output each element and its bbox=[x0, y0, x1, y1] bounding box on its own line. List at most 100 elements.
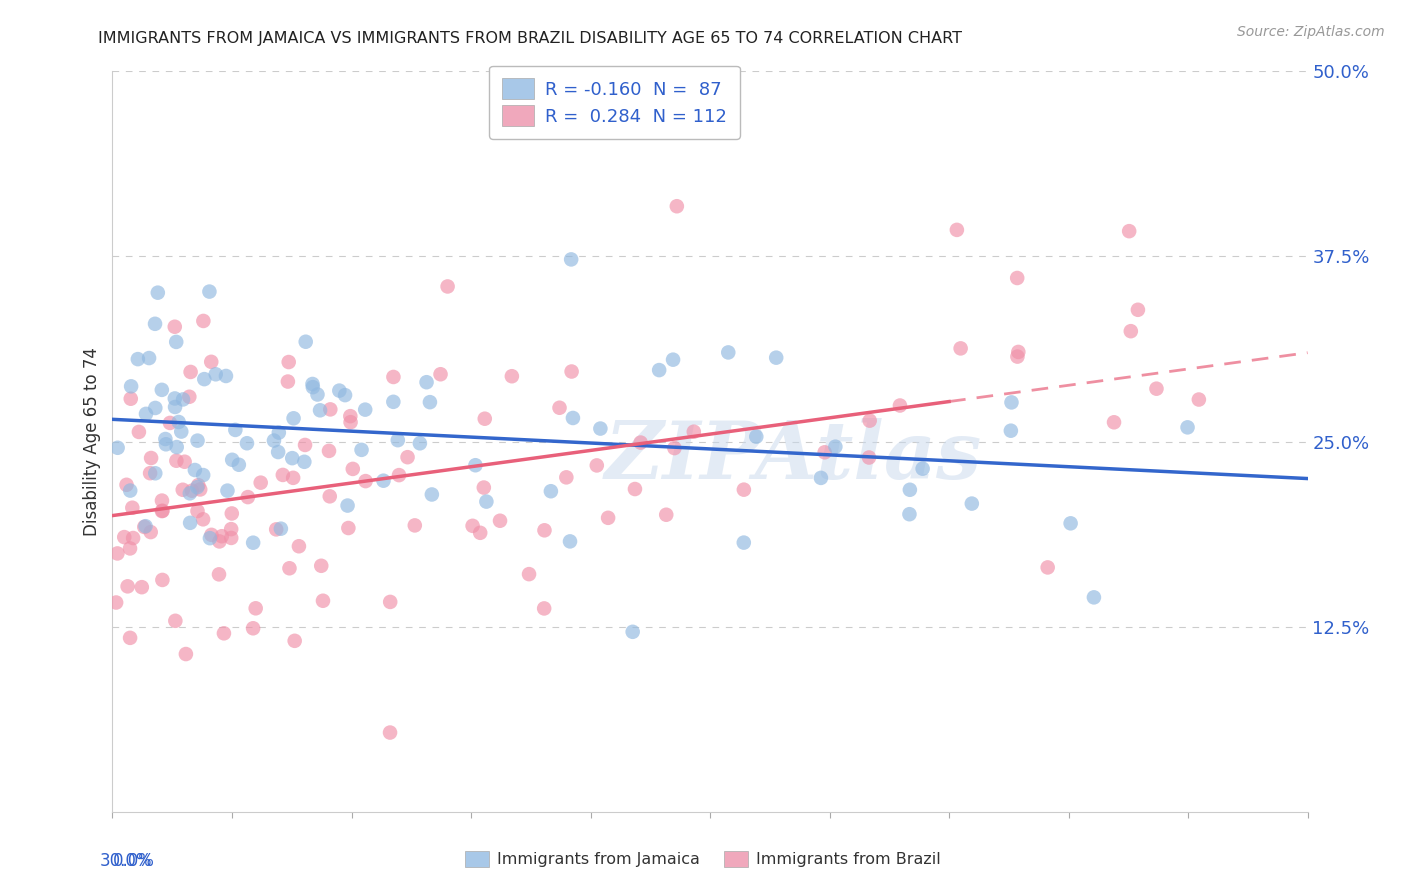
Point bbox=[221, 452, 243, 467]
Point bbox=[242, 535, 264, 549]
Point bbox=[181, 483, 204, 498]
Point bbox=[319, 489, 342, 503]
Point bbox=[318, 443, 340, 458]
Point bbox=[193, 372, 215, 386]
Point bbox=[188, 483, 211, 497]
Point bbox=[662, 352, 685, 367]
Point bbox=[548, 401, 571, 415]
Point bbox=[127, 352, 149, 367]
Point bbox=[859, 414, 882, 428]
Point bbox=[589, 421, 612, 435]
Point bbox=[382, 394, 405, 409]
Point bbox=[533, 601, 555, 615]
Point bbox=[278, 561, 301, 575]
Point bbox=[339, 409, 361, 424]
Point bbox=[960, 497, 983, 511]
Point bbox=[105, 595, 128, 609]
Point bbox=[682, 425, 704, 439]
Point bbox=[208, 567, 231, 582]
Point bbox=[193, 314, 215, 328]
Point bbox=[170, 425, 193, 439]
Point bbox=[200, 355, 222, 369]
Point bbox=[415, 375, 437, 389]
Point bbox=[277, 375, 299, 389]
Point bbox=[163, 319, 186, 334]
Point bbox=[475, 494, 498, 508]
Point bbox=[150, 573, 173, 587]
Text: ZIPAtlas: ZIPAtlas bbox=[605, 417, 983, 495]
Point bbox=[115, 478, 138, 492]
Point bbox=[472, 481, 495, 495]
Point bbox=[333, 388, 356, 402]
Point bbox=[898, 507, 921, 521]
Point bbox=[889, 399, 911, 413]
Point bbox=[267, 425, 290, 440]
Point bbox=[135, 519, 157, 533]
Point bbox=[328, 384, 350, 398]
Point bbox=[461, 518, 484, 533]
Point bbox=[561, 364, 583, 378]
Point bbox=[630, 435, 652, 450]
Point bbox=[165, 454, 187, 468]
Point bbox=[309, 403, 332, 417]
Point bbox=[733, 483, 755, 497]
Point bbox=[152, 504, 174, 518]
Point bbox=[270, 522, 292, 536]
Point bbox=[387, 433, 409, 447]
Point bbox=[307, 387, 329, 401]
Point bbox=[388, 468, 411, 483]
Point bbox=[120, 631, 142, 645]
Text: Source: ZipAtlas.com: Source: ZipAtlas.com bbox=[1237, 25, 1385, 39]
Point bbox=[301, 376, 323, 391]
Point bbox=[489, 514, 512, 528]
Point bbox=[294, 438, 316, 452]
Point bbox=[122, 531, 145, 545]
Point bbox=[264, 522, 287, 536]
Point bbox=[1000, 395, 1022, 409]
Point bbox=[284, 633, 307, 648]
Point bbox=[208, 534, 231, 549]
Point bbox=[228, 458, 250, 472]
Point bbox=[946, 223, 969, 237]
Point bbox=[409, 436, 432, 450]
Point bbox=[404, 518, 426, 533]
Point bbox=[436, 279, 458, 293]
Point bbox=[1177, 420, 1199, 434]
Point bbox=[139, 525, 162, 540]
Point bbox=[245, 601, 267, 615]
Point bbox=[312, 594, 335, 608]
Point bbox=[112, 530, 135, 544]
Point bbox=[219, 531, 242, 545]
Point bbox=[501, 369, 523, 384]
Point bbox=[558, 534, 581, 549]
Point bbox=[267, 445, 290, 459]
Point bbox=[898, 483, 921, 497]
Point bbox=[204, 368, 226, 382]
Point bbox=[249, 475, 271, 490]
Point bbox=[179, 486, 201, 500]
Point bbox=[187, 478, 209, 492]
Point bbox=[733, 535, 755, 549]
Point bbox=[470, 525, 492, 540]
Point bbox=[336, 499, 359, 513]
Point bbox=[172, 483, 194, 497]
Point bbox=[215, 368, 238, 383]
Text: 0.0%: 0.0% bbox=[112, 853, 155, 871]
Point bbox=[107, 546, 129, 560]
Point bbox=[664, 441, 686, 455]
Point bbox=[474, 411, 496, 425]
Point bbox=[155, 437, 177, 451]
Point bbox=[198, 531, 221, 545]
Point bbox=[242, 621, 264, 635]
Point bbox=[1007, 345, 1029, 359]
Point bbox=[598, 511, 620, 525]
Point bbox=[120, 379, 142, 393]
Point bbox=[263, 434, 285, 448]
Point bbox=[655, 508, 678, 522]
Point bbox=[350, 442, 373, 457]
Point bbox=[309, 558, 332, 573]
Point bbox=[560, 252, 582, 267]
Point bbox=[1083, 591, 1105, 605]
Point bbox=[814, 445, 837, 459]
Point bbox=[120, 483, 142, 498]
